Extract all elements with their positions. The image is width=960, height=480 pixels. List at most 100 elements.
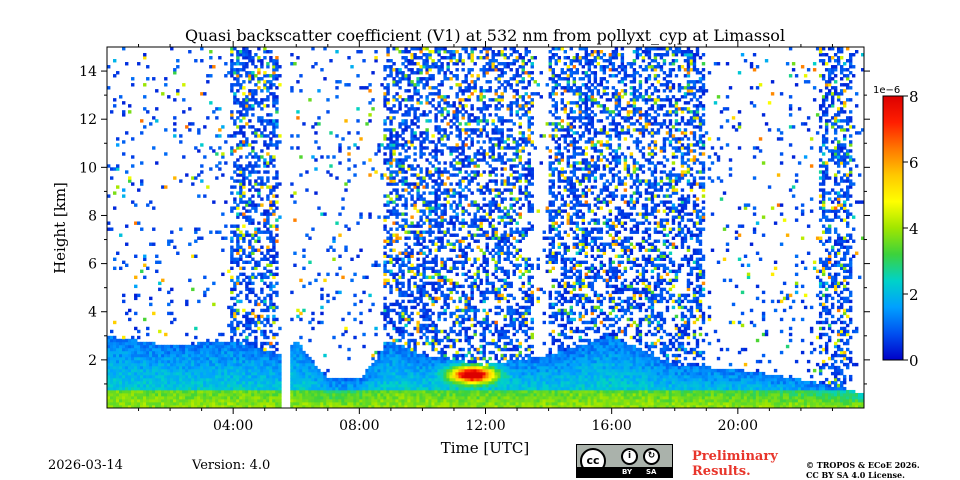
heatmap-cell (143, 263, 147, 268)
heatmap-cell (413, 275, 417, 280)
heatmap-cell (419, 404, 423, 408)
heatmap-cell (131, 401, 135, 406)
heatmap-cell (134, 359, 138, 364)
heatmap-cell (140, 368, 144, 373)
heatmap-cell (416, 236, 420, 240)
heatmap-cell (218, 56, 222, 60)
heatmap-cell (137, 365, 141, 370)
heatmap-cell (452, 173, 456, 177)
heatmap-cell (338, 266, 342, 271)
heatmap-cell (326, 248, 330, 252)
heatmap-cell (413, 272, 417, 277)
heatmap-cell (464, 251, 468, 255)
heatmap-cell (260, 368, 264, 373)
heatmap-cell (260, 98, 264, 102)
heatmap-cell (299, 380, 303, 385)
heatmap-cell (455, 161, 459, 165)
heatmap-cell (269, 230, 273, 234)
heatmap-cell (113, 353, 117, 358)
heatmap-cell (470, 137, 474, 141)
heatmap-cell (464, 50, 468, 54)
heatmap-cell (269, 50, 273, 54)
heatmap-cell (236, 368, 240, 373)
heatmap-cell (152, 368, 156, 373)
heatmap-cell (362, 59, 366, 63)
heatmap-cell (233, 197, 237, 201)
heatmap-cell (386, 386, 390, 391)
heatmap-cell (470, 221, 474, 225)
heatmap-cell (440, 170, 444, 174)
heatmap-cell (227, 389, 231, 394)
heatmap-cell (410, 347, 414, 352)
heatmap-cell (452, 248, 456, 252)
heatmap-cell (440, 278, 444, 283)
heatmap-cell (275, 140, 279, 144)
heatmap-cell (197, 368, 201, 373)
heatmap-cell (128, 338, 132, 343)
heatmap-cell (278, 353, 282, 358)
heatmap-cell (230, 311, 234, 316)
heatmap-cell (416, 341, 420, 346)
heatmap-cell (260, 386, 264, 391)
heatmap-cell (221, 347, 225, 352)
heatmap-cell (467, 68, 471, 72)
heatmap-cell (134, 365, 138, 370)
heatmap-cell (242, 404, 246, 408)
heatmap-cell (155, 368, 159, 373)
heatmap-cell (398, 170, 402, 174)
heatmap-cell (119, 404, 123, 408)
heatmap-cell (140, 362, 144, 367)
heatmap-cell (425, 254, 429, 258)
heatmap-cell (446, 242, 450, 246)
heatmap-cell (170, 344, 174, 349)
heatmap-cell (251, 272, 255, 277)
heatmap-cell (461, 221, 465, 225)
heatmap-cell (428, 356, 432, 361)
heatmap-cell (443, 143, 447, 147)
heatmap-cell (260, 203, 264, 207)
heatmap-cell (275, 353, 279, 358)
heatmap-cell (236, 101, 240, 105)
heatmap-cell (395, 197, 399, 201)
heatmap-cell (179, 365, 183, 370)
heatmap-cell (398, 71, 402, 75)
heatmap-cell (131, 200, 135, 204)
heatmap-cell (455, 398, 459, 403)
heatmap-cell (314, 386, 318, 391)
heatmap-cell (413, 398, 417, 403)
heatmap-cell (452, 263, 456, 268)
heatmap-cell (305, 380, 309, 385)
heatmap-cell (173, 371, 177, 376)
heatmap-cell (245, 233, 249, 237)
heatmap-cell (419, 65, 423, 69)
heatmap-cell (419, 224, 423, 228)
heatmap-cell (431, 296, 435, 301)
heatmap-cell (110, 368, 114, 373)
heatmap-cell (320, 380, 324, 385)
heatmap-cell (410, 263, 414, 268)
heatmap-cell (419, 140, 423, 144)
heatmap-cell (392, 239, 396, 243)
heatmap-cell (257, 47, 261, 51)
heatmap-cell (458, 389, 462, 394)
heatmap-cell (422, 398, 426, 403)
heatmap-cell (422, 350, 426, 355)
heatmap-cell (131, 341, 135, 346)
heatmap-cell (374, 50, 378, 54)
heatmap-cell (425, 101, 429, 105)
heatmap-cell (440, 284, 444, 289)
heatmap-cell (431, 356, 435, 361)
heatmap-cell (293, 263, 297, 268)
heatmap-cell (242, 173, 246, 177)
heatmap-cell (254, 386, 258, 391)
heatmap-cell (461, 359, 465, 364)
heatmap-cell (452, 311, 456, 316)
heatmap-cell (161, 398, 165, 403)
heatmap-cell (365, 86, 369, 90)
heatmap-cell (461, 47, 465, 51)
heatmap-cell (428, 386, 432, 391)
heatmap-cell (167, 359, 171, 364)
heatmap-cell (356, 107, 360, 111)
heatmap-cell (398, 236, 402, 240)
heatmap-cell (425, 200, 429, 204)
